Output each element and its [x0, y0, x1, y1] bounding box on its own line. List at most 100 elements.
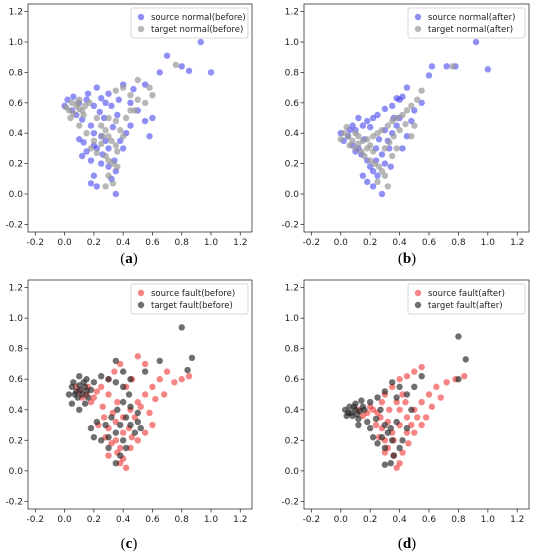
data-point: [141, 117, 149, 125]
data-point: [114, 148, 121, 155]
y-tick-label: 0.8: [285, 345, 300, 355]
x-tick-label: 0.2: [87, 238, 101, 248]
x-tick-label: 0.8: [451, 515, 466, 525]
data-point: [396, 96, 403, 103]
data-point: [90, 394, 98, 401]
y-tick-label: 0.2: [9, 160, 23, 170]
data-point: [340, 130, 347, 137]
data-point: [127, 107, 134, 114]
data-point: [109, 180, 117, 187]
x-tick-label: 0.4: [392, 515, 407, 525]
data-point: [119, 398, 127, 406]
x-tick-label: 1.0: [481, 515, 496, 525]
panel-caption-letter: c: [126, 536, 133, 552]
data-point: [93, 114, 101, 122]
data-point: [114, 111, 121, 119]
data-point: [134, 409, 142, 417]
data-point: [403, 107, 411, 114]
panel-caption-letter: b: [403, 251, 411, 267]
data-point: [93, 183, 101, 190]
data-point: [86, 99, 93, 107]
legend-label: source fault(before): [151, 289, 235, 299]
data-point: [127, 122, 134, 129]
data-point: [386, 406, 393, 413]
data-point: [99, 403, 106, 410]
x-tick-label: 1.2: [233, 515, 247, 525]
data-point: [119, 429, 127, 436]
data-point: [134, 418, 142, 426]
legend: source fault(after) target fault(after): [407, 283, 526, 315]
data-point: [98, 383, 105, 391]
y-tick-label: 0.2: [9, 436, 23, 446]
data-point: [422, 414, 430, 421]
data-point: [414, 414, 421, 421]
data-point: [100, 114, 108, 122]
data-point: [411, 429, 418, 436]
y-tick-label: -0.2: [281, 220, 299, 230]
data-point: [355, 133, 362, 140]
data-point: [100, 414, 108, 421]
data-point: [141, 99, 149, 107]
data-point: [393, 418, 400, 426]
data-point: [355, 140, 362, 148]
x-tick-label: 0.0: [334, 238, 349, 248]
y-tick-label: 0.8: [285, 68, 300, 78]
y-tick-label: 0.4: [285, 406, 300, 416]
data-point: [418, 372, 425, 380]
data-point: [160, 391, 168, 398]
data-point: [84, 90, 92, 97]
data-point: [108, 102, 115, 110]
data-point: [366, 398, 374, 406]
data-point: [389, 102, 396, 110]
data-point: [119, 133, 127, 140]
legend-label: source normal(after): [428, 13, 515, 23]
x-tick-label: 1.2: [510, 515, 524, 525]
data-point: [105, 90, 112, 97]
data-point: [374, 178, 381, 186]
data-point: [361, 152, 368, 160]
data-point: [378, 398, 386, 406]
y-tick-label: 0.6: [9, 375, 24, 385]
data-point: [378, 168, 386, 175]
y-tick-label: 0.0: [9, 190, 24, 200]
data-point: [105, 452, 112, 459]
legend: source fault(before) target fault(before): [130, 283, 249, 315]
data-point: [418, 421, 425, 429]
data-point: [364, 418, 371, 426]
data-point: [163, 368, 171, 375]
data-point: [374, 172, 381, 179]
data-point: [105, 145, 112, 152]
x-tick-label: 0.6: [422, 238, 437, 248]
data-point: [119, 437, 127, 444]
data-point: [78, 152, 86, 160]
data-point: [130, 85, 137, 93]
y-tick-label: 0.8: [9, 68, 24, 78]
data-point: [408, 102, 415, 110]
data-point: [62, 104, 70, 111]
data-point: [112, 379, 120, 386]
series-1: [337, 63, 456, 190]
chart-panel-a: -0.2 0.0 0.2 0.4 0.6 0.8 1.0 1.2 -0.2 0.0 0.2 0.4 0.…: [5, 3, 253, 267]
data-point: [141, 391, 149, 398]
data-point: [119, 383, 127, 391]
data-point: [152, 395, 159, 403]
data-point: [112, 357, 120, 365]
x-tick-label: 0.4: [116, 238, 131, 248]
y-tick-label: 0.0: [9, 467, 24, 477]
data-point: [134, 76, 142, 84]
data-point: [381, 444, 389, 452]
data-point: [102, 99, 109, 107]
data-point: [149, 114, 156, 122]
y-tick-label: -0.2: [5, 220, 23, 230]
data-point: [381, 172, 389, 179]
data-point: [70, 379, 77, 386]
data-point: [188, 354, 196, 362]
data-point: [102, 152, 109, 160]
data-point: [115, 96, 122, 103]
data-point: [396, 460, 403, 467]
data-point: [122, 444, 130, 452]
data-point: [197, 38, 204, 46]
data-point: [455, 376, 462, 383]
data-point: [71, 391, 79, 398]
